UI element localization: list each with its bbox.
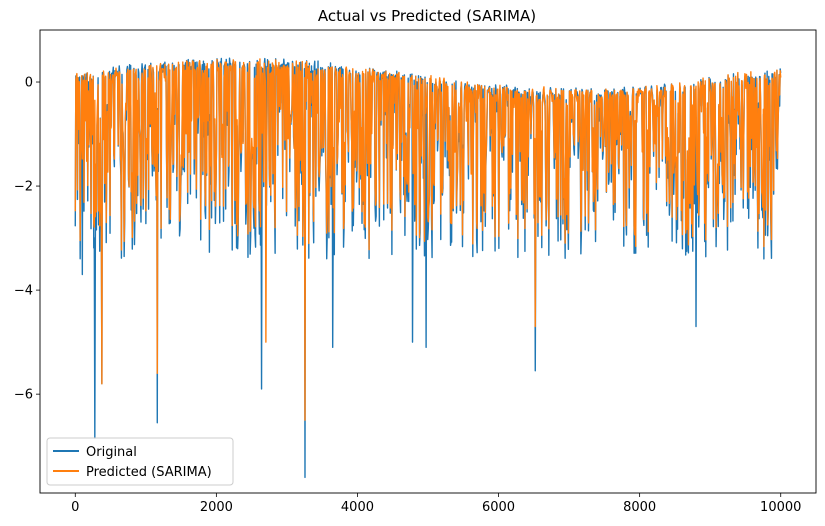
legend-label-original: Original — [86, 445, 137, 460]
x-tick-label: 8000 — [623, 500, 656, 515]
series-line-predicted — [74, 58, 782, 421]
x-tick-label: 0 — [71, 500, 79, 515]
x-axis: 0 2000 4000 6000 8000 10000 — [71, 493, 801, 515]
y-tick-label: −4 — [14, 284, 33, 299]
y-tick-label: −6 — [14, 388, 33, 403]
legend-box — [46, 437, 234, 486]
y-tick-label: 0 — [25, 76, 33, 91]
legend: Original Predicted (SARIMA) — [46, 437, 234, 486]
x-tick-label: 2000 — [200, 500, 233, 515]
chart-title: Actual vs Predicted (SARIMA) — [318, 7, 536, 25]
y-axis: 0 −2 −4 −6 — [14, 76, 40, 403]
y-tick-label: −2 — [14, 180, 33, 195]
x-tick-label: 10000 — [760, 500, 801, 515]
plot-frame — [39, 29, 817, 494]
legend-label-predicted: Predicted (SARIMA) — [86, 465, 212, 480]
x-tick-label: 4000 — [341, 500, 374, 515]
x-tick-label: 6000 — [482, 500, 515, 515]
